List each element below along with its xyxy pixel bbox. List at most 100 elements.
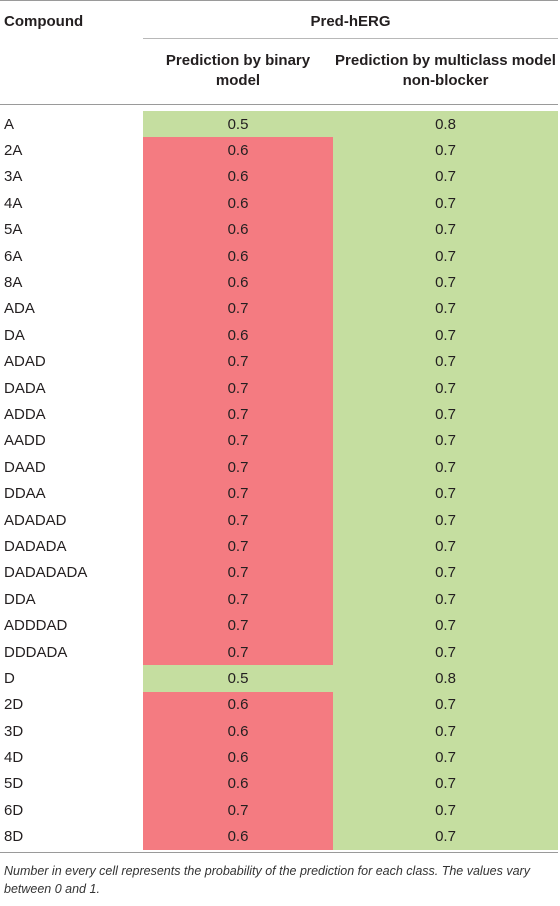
binary-prediction-cell: 0.6 [143,137,333,164]
compound-cell: DDA [4,590,36,608]
table-row: DADADADA 0.7 0.7 [0,559,558,587]
compound-cell: A [4,115,15,133]
table-row: ADDA 0.7 0.7 [0,401,558,428]
binary-prediction-cell: 0.7 [143,295,333,323]
compound-cell: DA [4,326,25,344]
bottom-rule [0,852,558,853]
multiclass-prediction-cell: 0.7 [333,454,558,481]
table-row: 8D 0.6 0.7 [0,823,558,850]
pred-herg-group-header: Pred-hERG [310,13,391,30]
multiclass-prediction-cell: 0.7 [333,797,558,824]
table-row: 6A 0.6 0.7 [0,242,558,270]
binary-prediction-cell: 0.5 [143,111,333,138]
binary-prediction-cell: 0.7 [143,401,333,428]
multiclass-prediction-cell: 0.7 [333,559,558,587]
table-row: ADA 0.7 0.7 [0,295,558,323]
table-body: A 0.5 0.8 2A 0.6 0.7 3A 0.6 0.7 4A 0.6 0.7 5A 0.6 0.7 6… [0,111,558,850]
binary-prediction-cell: 0.6 [143,216,333,243]
table-row: 4D 0.6 0.7 [0,744,558,771]
multiclass-prediction-cell: 0.7 [333,374,558,402]
binary-prediction-cell: 0.7 [143,797,333,824]
table-header: Compound Pred-hERG Prediction by binary … [0,0,560,105]
compound-cell: ADAD [4,353,46,371]
compound-cell: 8D [4,828,24,846]
compound-cell: 4D [4,749,24,767]
binary-prediction-cell: 0.7 [143,533,333,560]
table-row: DA 0.6 0.7 [0,322,558,349]
top-rule [0,0,558,1]
table-row: D 0.5 0.8 [0,665,558,692]
binary-prediction-cell: 0.6 [143,242,333,270]
binary-prediction-cell: 0.7 [143,374,333,402]
multiclass-prediction-cell: 0.7 [333,691,558,718]
multiclass-prediction-cell: 0.7 [333,770,558,798]
binary-prediction-cell: 0.6 [143,163,333,191]
table-row: 5A 0.6 0.7 [0,216,558,243]
binary-prediction-cell: 0.6 [143,717,333,745]
binary-prediction-cell: 0.5 [143,665,333,692]
compound-cell: DADADA [4,537,67,555]
compound-cell: ADADAD [4,511,67,529]
compound-cell: ADDDAD [4,617,68,635]
multiclass-prediction-cell: 0.7 [333,295,558,323]
multiclass-prediction-cell: 0.7 [333,717,558,745]
binary-prediction-cell: 0.7 [143,559,333,587]
binary-prediction-cell: 0.7 [143,427,333,455]
table-row: AADD 0.7 0.7 [0,427,558,455]
binary-prediction-cell: 0.7 [143,586,333,613]
binary-prediction-cell: 0.6 [143,691,333,718]
binary-prediction-cell: 0.7 [143,612,333,639]
table-row: A 0.5 0.8 [0,111,558,138]
compound-cell: DDAA [4,485,46,503]
multiclass-prediction-cell: 0.8 [333,665,558,692]
multiclass-prediction-cell: 0.7 [333,401,558,428]
table-row: DAAD 0.7 0.7 [0,454,558,481]
binary-model-column-header: Prediction by binary model [165,52,311,89]
compound-cell: 2D [4,696,24,714]
table-row: ADDDAD 0.7 0.7 [0,612,558,639]
binary-prediction-cell: 0.6 [143,322,333,349]
table-footnote: Number in every cell represents the prob… [4,864,530,896]
compound-cell: 4A [4,194,23,212]
table-row: DDAA 0.7 0.7 [0,480,558,507]
compound-cell: ADA [4,300,35,318]
table-row: DADA 0.7 0.7 [0,374,558,402]
compound-cell: 6D [4,801,24,819]
table-row: 5D 0.6 0.7 [0,770,558,798]
multiclass-prediction-cell: 0.7 [333,638,558,666]
multiclass-prediction-cell: 0.7 [333,506,558,534]
binary-prediction-cell: 0.7 [143,480,333,507]
compound-cell: ADDA [4,405,46,423]
table-row: 2A 0.6 0.7 [0,137,558,164]
table-row: 4A 0.6 0.7 [0,190,558,217]
compound-cell: AADD [4,432,46,450]
binary-prediction-cell: 0.6 [143,744,333,771]
compound-cell: DAAD [4,458,46,476]
compound-cell: DADADADA [4,564,88,582]
binary-prediction-cell: 0.7 [143,348,333,375]
table-row: ADADAD 0.7 0.7 [0,506,558,534]
binary-prediction-cell: 0.6 [143,823,333,850]
table-row: DDDADA 0.7 0.7 [0,638,558,666]
binary-prediction-cell: 0.7 [143,638,333,666]
compound-cell: 5D [4,775,24,793]
compound-cell: 2A [4,142,23,160]
compound-cell: 5A [4,221,23,239]
multiclass-prediction-cell: 0.8 [333,111,558,138]
compound-cell: DADA [4,379,46,397]
table-row: DADADA 0.7 0.7 [0,533,558,560]
compound-column-header: Compound [4,13,84,30]
compound-cell: 6A [4,247,23,265]
binary-prediction-cell: 0.7 [143,506,333,534]
multiclass-prediction-cell: 0.7 [333,216,558,243]
binary-prediction-cell: 0.6 [143,190,333,217]
table-row: 2D 0.6 0.7 [0,691,558,718]
compound-cell: D [4,669,15,687]
table-row: 8A 0.6 0.7 [0,269,558,296]
binary-prediction-cell: 0.6 [143,269,333,296]
multiclass-prediction-cell: 0.7 [333,533,558,560]
multiclass-prediction-cell: 0.7 [333,823,558,850]
multiclass-prediction-cell: 0.7 [333,480,558,507]
multiclass-prediction-cell: 0.7 [333,190,558,217]
